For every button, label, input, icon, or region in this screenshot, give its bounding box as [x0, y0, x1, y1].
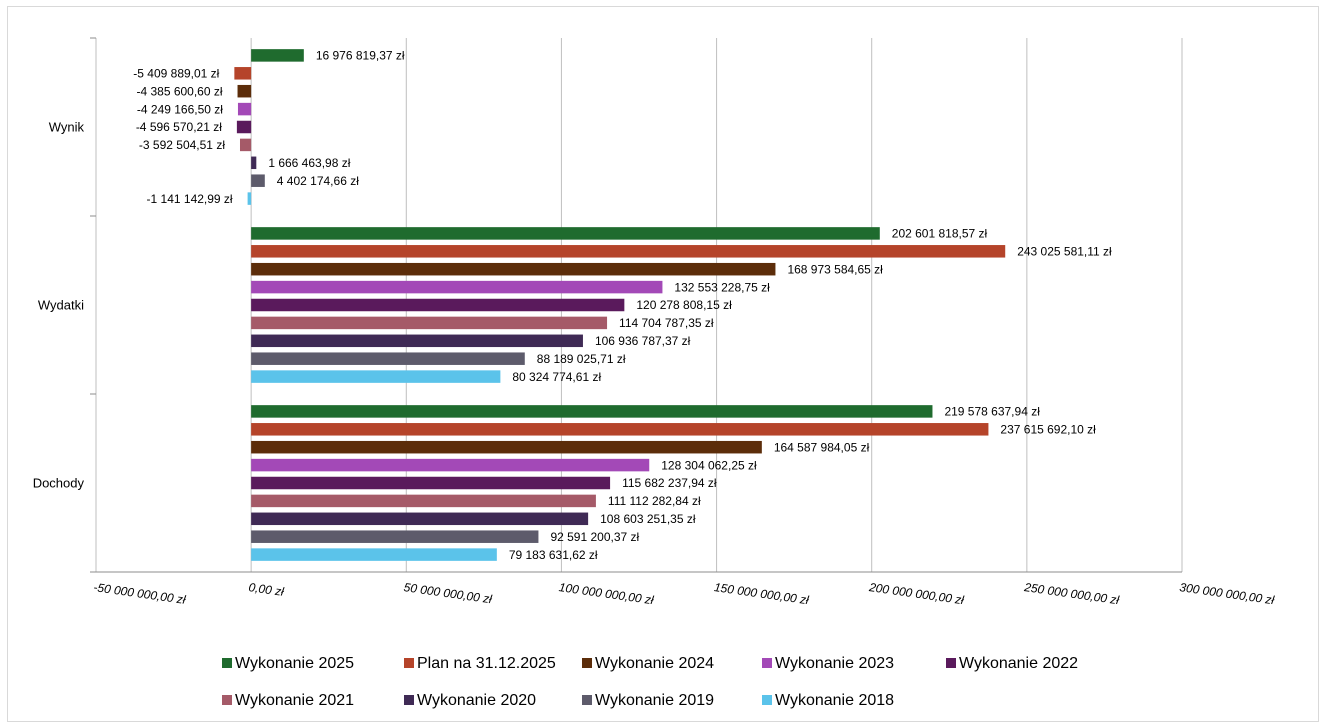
legend-swatch-wykonanie-2022 — [946, 658, 956, 668]
bar-wynik-wykonanie-2018 — [247, 192, 252, 205]
category-label-wydatki: Wydatki — [38, 298, 84, 313]
legend-swatch-wykonanie-2023 — [762, 658, 772, 668]
bar-wydatki-wykonanie-2020 — [251, 334, 583, 348]
bar-wynik-plan-na-31-12-2025 — [234, 67, 252, 80]
bar-wynik-wykonanie-2020 — [251, 156, 257, 170]
data-label-wydatki-wykonanie-2025: 202 601 818,57 zł — [892, 227, 988, 241]
x-tick-label-1: 0,00 zł — [248, 580, 285, 599]
data-label-dochody-wykonanie-2021: 111 112 282,84 zł — [608, 494, 701, 508]
x-tick-label-6: 250 000 000,00 zł — [1022, 580, 1120, 607]
bar-dochody-wykonanie-2021 — [251, 494, 596, 508]
data-label-wynik-wykonanie-2019: 4 402 174,66 zł — [277, 174, 359, 188]
chart-frame — [7, 6, 1319, 722]
data-label-dochody-wykonanie-2018: 79 183 631,62 zł — [509, 548, 598, 562]
bar-wynik-wykonanie-2021 — [239, 138, 252, 152]
data-label-wynik-wykonanie-2023: -4 249 166,50 zł — [137, 102, 223, 116]
data-label-wynik-wykonanie-2025: 16 976 819,37 zł — [316, 49, 405, 63]
data-label-dochody-wykonanie-2022: 115 682 237,94 zł — [622, 476, 717, 490]
data-label-dochody-wykonanie-2025: 219 578 637,94 zł — [944, 405, 1040, 419]
x-tick-label-0: -50 000 000,00 zł — [93, 580, 187, 607]
data-label-wynik-wykonanie-2021: -3 592 504,51 zł — [139, 138, 225, 152]
category-label-wynik: Wynik — [49, 120, 85, 135]
bar-wynik-wykonanie-2022 — [236, 120, 252, 134]
legend-label-wykonanie-2018: Wykonanie 2018 — [775, 692, 894, 709]
bar-wydatki-wykonanie-2019 — [251, 352, 525, 365]
data-label-wydatki-wykonanie-2023: 132 553 228,75 zł — [674, 280, 770, 294]
bar-wydatki-plan-na-31-12-2025 — [251, 245, 1006, 258]
bar-wynik-wykonanie-2023 — [237, 102, 252, 116]
x-tick-label-7: 300 000 000,00 zł — [1179, 580, 1276, 607]
bar-wynik-wykonanie-2025 — [251, 49, 304, 62]
data-label-wynik-wykonanie-2024: -4 385 600,60 zł — [136, 84, 222, 98]
bar-dochody-wykonanie-2024 — [251, 440, 762, 454]
bars — [234, 49, 1006, 561]
data-label-wynik-plan-na-31-12-2025: -5 409 889,01 zł — [133, 67, 219, 81]
category-labels: Wynik Wydatki Dochody — [33, 120, 85, 491]
legend: Wykonanie 2025 Plan na 31.12.2025 Wykonani… — [222, 655, 1078, 709]
x-tick-label-2: 50 000 000,00 zł — [403, 580, 493, 606]
legend-swatch-wykonanie-2024 — [582, 658, 592, 668]
x-tick-label-4: 150 000 000,00 zł — [713, 580, 810, 607]
bar-dochody-wykonanie-2025 — [251, 405, 933, 418]
legend-swatch-wykonanie-2019 — [582, 695, 592, 705]
data-labels: 16 976 819,37 zł -5 409 889,01 zł -4 385 6… — [133, 49, 1112, 562]
legend-swatch-wykonanie-2020 — [404, 695, 414, 705]
legend-label-wykonanie-2021: Wykonanie 2021 — [235, 692, 354, 709]
bar-wynik-wykonanie-2024 — [237, 84, 252, 98]
data-label-wynik-wykonanie-2020: 1 666 463,98 zł — [268, 156, 350, 170]
data-label-wynik-wykonanie-2022: -4 596 570,21 zł — [136, 120, 222, 134]
data-label-wydatki-wykonanie-2019: 88 189 025,71 zł — [537, 352, 626, 366]
bar-dochody-plan-na-31-12-2025 — [251, 423, 989, 436]
bar-wydatki-wykonanie-2021 — [251, 316, 608, 330]
x-tick-label-3: 100 000 000,00 zł — [558, 580, 655, 607]
category-label-dochody: Dochody — [33, 476, 85, 491]
bar-wydatki-wykonanie-2023 — [251, 280, 663, 294]
legend-label-plan-na-31-12-2025: Plan na 31.12.2025 — [417, 655, 556, 672]
legend-swatch-plan-na-31-12-2025 — [404, 658, 414, 668]
data-label-dochody-plan-na-31-12-2025: 237 615 692,10 zł — [1000, 423, 1096, 437]
data-label-dochody-wykonanie-2024: 164 587 984,05 zł — [774, 440, 870, 454]
bar-dochody-wykonanie-2022 — [251, 476, 611, 490]
data-label-wydatki-wykonanie-2021: 114 704 787,35 zł — [619, 316, 714, 330]
x-tick-label-5: 200 000 000,00 zł — [867, 580, 965, 607]
data-label-wydatki-wykonanie-2024: 168 973 584,65 zł — [787, 262, 883, 276]
data-label-dochody-wykonanie-2023: 128 304 062,25 zł — [661, 458, 757, 472]
data-label-wydatki-wykonanie-2018: 80 324 774,61 zł — [512, 370, 601, 384]
bar-wydatki-wykonanie-2022 — [251, 298, 625, 312]
data-label-dochody-wykonanie-2020: 108 603 251,35 zł — [600, 512, 696, 526]
bar-wynik-wykonanie-2019 — [251, 174, 265, 187]
x-axis-ticks: -50 000 000,00 zł 0,00 zł 50 000 000,00 zł… — [93, 580, 1276, 607]
legend-swatch-wykonanie-2018 — [762, 695, 772, 705]
data-label-wydatki-wykonanie-2020: 106 936 787,37 zł — [595, 334, 691, 348]
bar-wydatki-wykonanie-2024 — [251, 262, 776, 276]
legend-label-wykonanie-2025: Wykonanie 2025 — [235, 655, 354, 672]
bar-wydatki-wykonanie-2025 — [251, 227, 880, 240]
legend-label-wykonanie-2024: Wykonanie 2024 — [595, 655, 714, 672]
bar-wydatki-wykonanie-2018 — [251, 370, 501, 383]
legend-label-wykonanie-2020: Wykonanie 2020 — [417, 692, 536, 709]
legend-swatch-wykonanie-2021 — [222, 695, 232, 705]
bar-dochody-wykonanie-2018 — [251, 548, 497, 561]
bar-dochody-wykonanie-2020 — [251, 512, 589, 526]
data-label-wynik-wykonanie-2018: -1 141 142,99 zł — [147, 192, 233, 206]
legend-label-wykonanie-2019: Wykonanie 2019 — [595, 692, 714, 709]
data-label-wydatki-wykonanie-2022: 120 278 808,15 zł — [636, 298, 732, 312]
legend-label-wykonanie-2023: Wykonanie 2023 — [775, 655, 894, 672]
bar-dochody-wykonanie-2019 — [251, 530, 539, 543]
legend-label-wykonanie-2022: Wykonanie 2022 — [959, 655, 1078, 672]
bar-dochody-wykonanie-2023 — [251, 458, 650, 472]
legend-swatch-wykonanie-2025 — [222, 658, 232, 668]
data-label-dochody-wykonanie-2019: 92 591 200,37 zł — [550, 530, 639, 544]
data-label-wydatki-plan-na-31-12-2025: 243 025 581,11 zł — [1017, 245, 1112, 259]
